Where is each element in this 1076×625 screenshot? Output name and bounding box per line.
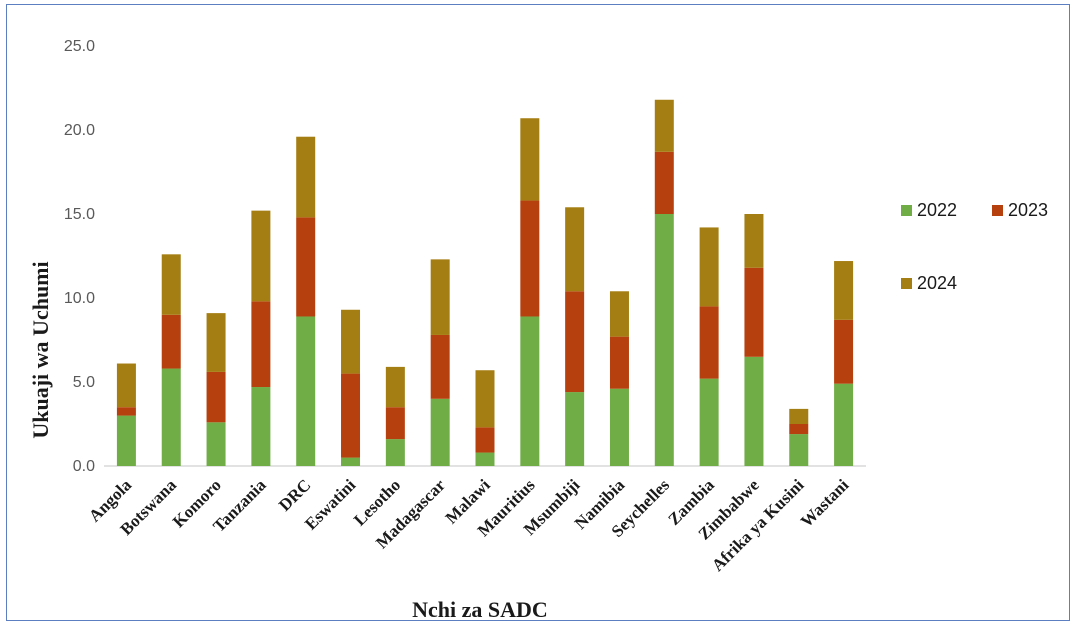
bar-2023-mauritius: [520, 201, 539, 317]
bar-2022-lesotho: [386, 439, 405, 466]
y-tick-label: 20.0: [64, 122, 95, 139]
bar-2022-msumbiji: [565, 392, 584, 466]
legend-swatch-2024: [901, 278, 912, 289]
legend-swatch-2023: [992, 205, 1003, 216]
bar-2022-seychelles: [655, 214, 674, 466]
bar-2022-mauritius: [520, 316, 539, 466]
bar-2024-drc: [296, 137, 315, 218]
legend-label-2024: 2024: [917, 273, 957, 293]
bar-2024-seychelles: [655, 100, 674, 152]
bar-2022-madagascar: [431, 399, 450, 466]
bar-2023-tanzania: [251, 301, 270, 387]
bar-2024-zambia: [700, 227, 719, 306]
bar-2023-drc: [296, 217, 315, 316]
bar-2024-botswana: [162, 254, 181, 314]
bar-2022-komoro: [207, 422, 226, 466]
bar-2023-lesotho: [386, 407, 405, 439]
bar-2023-malawi: [476, 427, 495, 452]
bar-2023-botswana: [162, 315, 181, 369]
y-axis-ticks: 0.0 5.0 10.0 15.0 20.0 25.0: [64, 38, 95, 475]
x-tick-label: DRC: [275, 475, 314, 514]
bar-2023-afrika-ya-kusini: [789, 424, 808, 434]
bar-2022-afrika-ya-kusini: [789, 434, 808, 466]
bar-2024-namibia: [610, 291, 629, 336]
bar-2022-zimbabwe: [744, 357, 763, 466]
y-tick-label: 25.0: [64, 38, 95, 55]
x-axis-label: Nchi za SADC: [412, 597, 548, 622]
y-tick-label: 15.0: [64, 206, 95, 223]
bar-2024-komoro: [207, 313, 226, 372]
bar-2024-zimbabwe: [744, 214, 763, 268]
bar-2023-zimbabwe: [744, 268, 763, 357]
bar-2022-eswatini: [341, 458, 360, 466]
bars: [117, 100, 853, 466]
bar-2024-angola: [117, 364, 136, 408]
bar-2023-angola: [117, 407, 136, 415]
bar-2022-tanzania: [251, 387, 270, 466]
y-tick-label: 0.0: [73, 458, 95, 475]
y-tick-label: 10.0: [64, 290, 95, 307]
bar-2022-zambia: [700, 379, 719, 466]
bar-2023-eswatini: [341, 374, 360, 458]
bar-2024-malawi: [476, 370, 495, 427]
bar-2023-msumbiji: [565, 291, 584, 392]
bar-2022-namibia: [610, 389, 629, 466]
bar-2024-wastani: [834, 261, 853, 320]
bar-2023-namibia: [610, 337, 629, 389]
y-axis-label: Ukuaji wa Uchumi: [28, 261, 53, 438]
bar-2023-madagascar: [431, 335, 450, 399]
legend-label-2022: 2022: [917, 200, 957, 220]
bar-2024-madagascar: [431, 259, 450, 335]
y-tick-label: 5.0: [73, 374, 95, 391]
bar-2023-wastani: [834, 320, 853, 384]
bar-2024-mauritius: [520, 118, 539, 200]
bar-2024-tanzania: [251, 211, 270, 302]
bar-2022-drc: [296, 316, 315, 466]
bar-2024-afrika-ya-kusini: [789, 409, 808, 424]
bar-2022-wastani: [834, 384, 853, 466]
legend: 2022 2023 2024: [901, 200, 1048, 293]
bar-2022-angola: [117, 416, 136, 466]
x-tick-label: Wastani: [797, 475, 853, 531]
x-tick-label: Eswatini: [301, 475, 359, 533]
bar-2022-botswana: [162, 369, 181, 466]
bar-2024-eswatini: [341, 310, 360, 374]
bar-2024-lesotho: [386, 367, 405, 407]
bar-2023-komoro: [207, 372, 226, 422]
bar-2024-msumbiji: [565, 207, 584, 291]
bar-2023-seychelles: [655, 152, 674, 214]
legend-swatch-2022: [901, 205, 912, 216]
legend-label-2023: 2023: [1008, 200, 1048, 220]
bar-2022-malawi: [476, 453, 495, 466]
bar-2023-zambia: [700, 306, 719, 378]
